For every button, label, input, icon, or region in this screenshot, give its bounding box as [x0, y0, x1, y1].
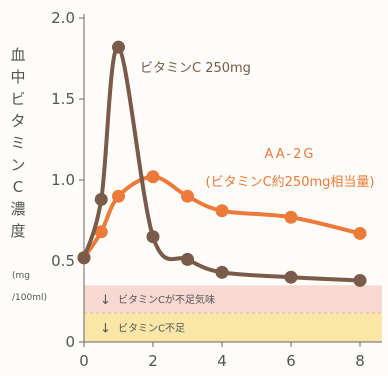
y-unit-top: (mg: [12, 271, 30, 281]
band-arrow-0: ↓: [100, 293, 111, 308]
band-label-0: ビタミンCが不足気味: [118, 293, 215, 306]
y-axis-label-char-6: C: [13, 178, 23, 196]
series-label-1-sub: (ビタミンC約250mg相当量): [206, 175, 375, 190]
series-0-point-0: [77, 251, 91, 265]
series-1-point-6: [284, 210, 298, 224]
x-tick-label-3: 6: [286, 352, 296, 370]
series-group: [77, 40, 367, 287]
band-label-1: ビタミンC不足: [118, 322, 185, 334]
y-axis-label-char-3: タ: [10, 112, 25, 130]
band-0: [84, 285, 382, 313]
series-1-point-1: [94, 225, 108, 239]
y-tick-label-4: 2.0: [51, 9, 75, 27]
x-tick-label-2: 4: [217, 352, 227, 370]
series-label-0: ビタミンC 250mg: [140, 61, 251, 76]
y-axis-label-char-7: 濃: [10, 200, 25, 218]
series-1-point-2: [112, 189, 125, 203]
series-0-point-5: [215, 265, 229, 279]
band-arrow-1: ↓: [100, 321, 111, 336]
series-0-point-7: [353, 273, 367, 287]
series-0-point-2: [112, 40, 125, 54]
y-tick-label-1: 0.5: [51, 252, 75, 270]
y-axis-label-char-2: ビ: [10, 90, 25, 108]
series-0-point-6: [284, 270, 298, 284]
y-axis-label-char-5: ン: [10, 156, 25, 174]
series-line-0: [82, 45, 362, 283]
x-tick-label-0: 0: [79, 352, 89, 370]
y-tick-label-3: 1.5: [51, 90, 75, 108]
series-label-1: AA-2G: [265, 147, 316, 162]
series-1-point-3: [146, 170, 160, 184]
y-axis-label-char-1: 中: [10, 68, 25, 86]
x-tick-label-4: 8: [355, 352, 365, 370]
series-0-point-3: [146, 230, 160, 244]
series-0-point-1: [94, 192, 108, 206]
x-tick-label-1: 2: [148, 352, 158, 370]
y-tick-label-0: 0: [65, 333, 75, 351]
y-tick-label-2: 1.0: [51, 171, 75, 189]
y-axis-label-char-0: 血: [10, 46, 25, 64]
series-1-point-5: [215, 204, 229, 218]
band-1: [84, 312, 382, 342]
y-axis-label-char-4: ミ: [10, 134, 25, 152]
series-1-point-4: [181, 189, 194, 203]
y-axis-label-char-8: 度: [10, 222, 25, 240]
y-unit-bottom: /100ml): [12, 293, 47, 303]
series-0-point-4: [181, 252, 194, 266]
series-1-point-7: [353, 226, 367, 240]
labels: ビタミンC 250mg AA-2G (ビタミンC約250mg相当量): [140, 61, 374, 190]
bands: ↓ ビタミンCが不足気味 ↓ ビタミンC不足: [84, 285, 382, 342]
